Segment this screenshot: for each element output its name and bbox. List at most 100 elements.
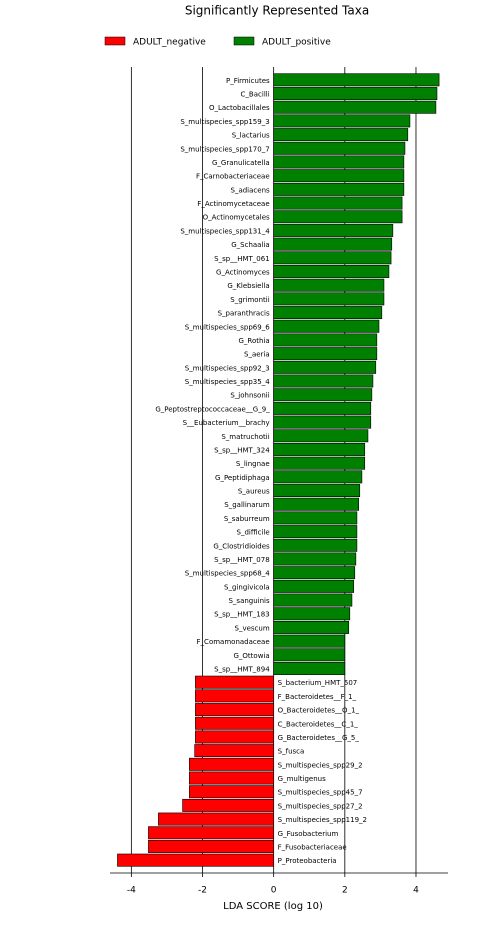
y-category-label: S_multispecies_spp45_7 [278,789,363,797]
bar [273,251,392,265]
bar [189,785,274,799]
y-category-label: F_Bacteroidetes__F_1_ [278,693,357,701]
bar [195,730,274,744]
bar [273,566,356,580]
y-category-label: S_fusca [278,748,305,756]
x-tick-label: 2 [342,886,348,896]
legend-label: ADULT_negative [133,38,206,48]
bar [195,703,274,717]
bar [273,648,346,662]
bar [273,620,350,634]
bar [273,237,393,251]
bar [273,306,383,320]
x-tick-label: 0 [271,886,277,896]
y-category-label: S_saburreum [224,515,270,523]
y-category-label: C_Bacilli [241,91,270,99]
y-category-label: F_Carnobacteriaceae [196,173,270,181]
bar [158,812,274,826]
y-category-label: S_sp__HMT_078 [214,556,269,564]
y-category-label: S_paranthracis [218,310,270,318]
bar [273,210,403,224]
bar [148,840,274,853]
bar [273,538,358,552]
y-category-label: S_multispecies_spp35_4 [185,378,270,386]
bar [273,497,359,511]
bar [189,771,274,785]
bar [273,319,380,333]
bar [273,429,369,443]
y-category-label: S_gingivicola [224,583,270,591]
bar [273,292,385,306]
bar [273,278,385,292]
y-category-label: S_multispecies_spp69_6 [185,323,270,331]
y-category-label: S_bacterium_HMT_507 [278,679,358,687]
chart-title: Significantly Represented Taxa [185,4,369,18]
bar [273,607,351,621]
y-category-label: S_grimontii [230,296,269,304]
y-category-label: S_aureus [238,488,270,496]
bar [273,525,358,539]
y-category-label: S_gallinarum [224,501,270,509]
y-category-label: C_Bacteroidetes__C_1_ [278,720,359,728]
bar [273,114,411,128]
y-category-label: S_sp__HMT_894 [214,666,270,674]
y-category-label: S_sp__HMT_061 [214,255,269,263]
x-tick-label: -4 [127,886,136,896]
bar [189,757,274,771]
y-category-label: S__Eubacterium__brachy [183,419,270,427]
y-category-label: F_Actinomycetaceae [197,200,269,208]
y-category-label: S_multispecies_spp92_3 [185,364,270,372]
y-category-label: S_matruchotii [221,433,269,441]
y-category-label: S_sp__HMT_183 [214,611,269,619]
y-category-label: S_lactarius [232,132,270,140]
legend-swatch [104,36,126,46]
bar [273,484,361,497]
bar [273,182,405,196]
bar [195,716,274,730]
y-category-label: G_Peptostreptococcaceae__G_9_ [155,405,270,413]
bar [273,456,366,470]
bar [273,634,346,648]
y-category-label: G_Schaalia [231,241,269,249]
x-axis-label: LDA SCORE (log 10) [223,901,323,912]
y-category-label: G_multigenus [278,775,326,783]
y-category-label: S_johnsonii [230,392,269,400]
y-category-label: S_vescum [235,624,270,632]
x-tick-label: -2 [198,886,207,896]
y-category-label: S_multispecies_spp68_4 [185,570,270,578]
bar [273,223,394,237]
y-category-label: O_Actinomycetales [203,214,270,222]
bar [273,415,372,429]
bar [273,662,346,675]
y-category-label: S_multispecies_spp170_7 [180,145,269,153]
bar [273,579,355,593]
y-category-label: S_multispecies_spp27_2 [278,802,363,810]
bar [273,374,374,388]
y-category-label: S_multispecies_spp131_4 [180,227,270,235]
bar [273,265,390,278]
bar [194,744,274,758]
y-category-label: P_Proteobacteria [278,857,337,865]
y-category-label: S_sp__HMT_324 [214,446,270,454]
y-category-label: S_multispecies_spp29_2 [278,761,363,769]
bar [273,141,406,155]
bar [182,798,274,812]
bar [273,196,403,210]
bar [273,347,378,361]
y-category-label: F_Fusobacteriaceae [278,843,347,851]
bar [273,333,378,347]
y-category-label: S_multispecies_spp119_2 [278,816,367,824]
x-tick-label: 4 [413,886,419,896]
bar [195,689,274,703]
bar [273,470,363,484]
y-category-label: G_Fusobacterium [278,830,339,838]
bar [273,552,357,566]
y-category-label: G_Clostridioides [213,542,270,550]
y-category-label: S_difficile [237,529,270,537]
bar [273,169,405,183]
bar [273,100,437,114]
y-category-label: G_Rothia [238,337,269,345]
y-category-label: O_Lactobacillales [209,104,270,112]
bar [273,360,377,374]
y-category-label: S_sanguinis [228,597,270,605]
